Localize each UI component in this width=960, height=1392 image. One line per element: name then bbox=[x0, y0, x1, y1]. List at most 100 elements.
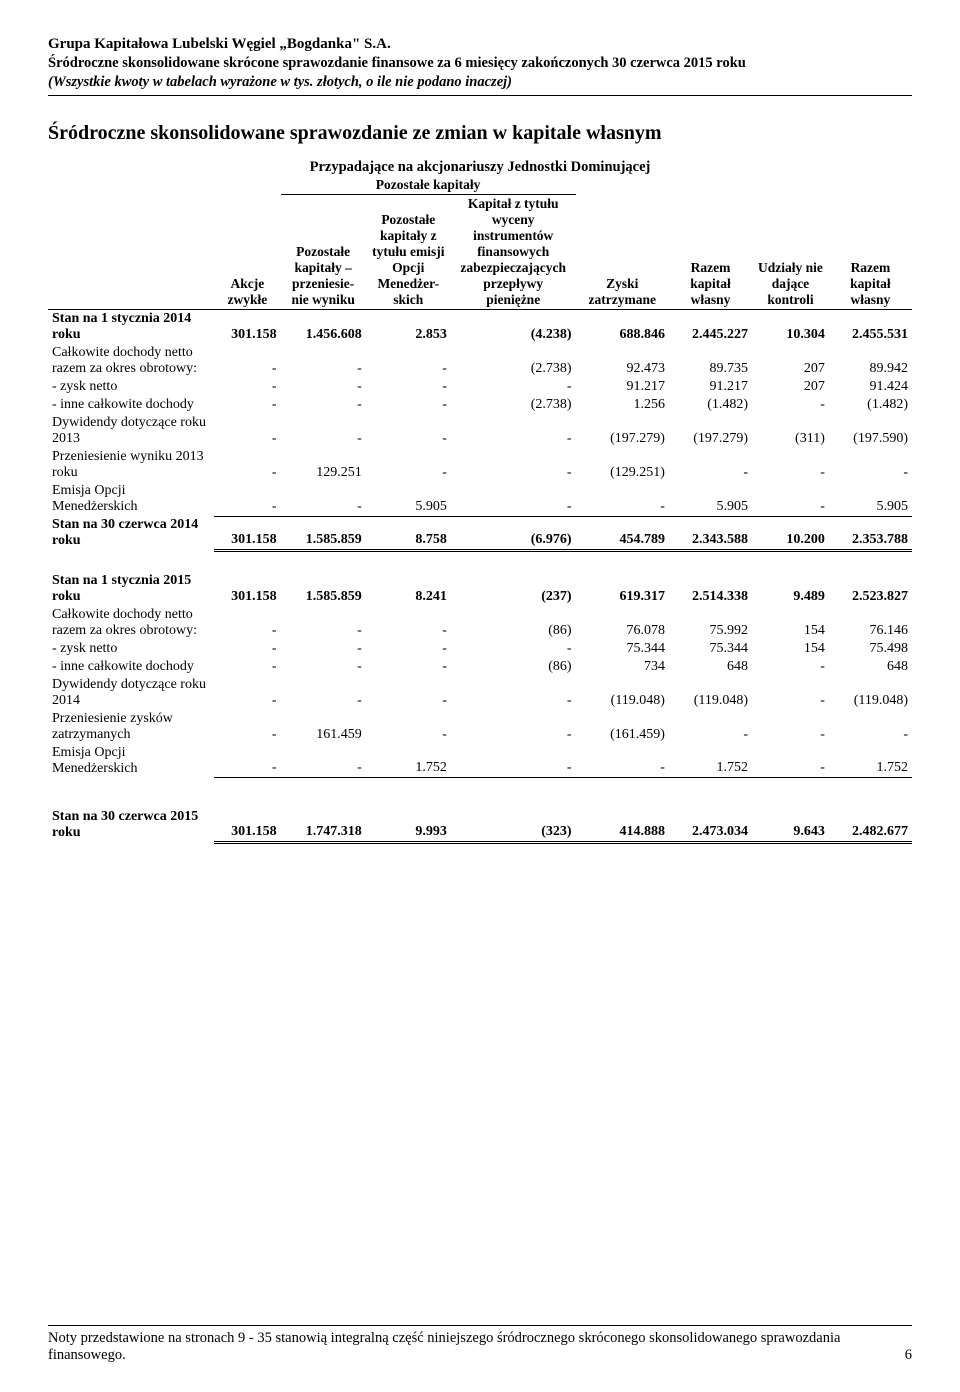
cell-value: 619.317 bbox=[576, 572, 669, 606]
cell-value: - bbox=[214, 658, 280, 676]
cell-value: - bbox=[281, 482, 366, 516]
row-label: - zysk netto bbox=[48, 378, 214, 396]
cell-value: 92.473 bbox=[576, 344, 669, 378]
cell-value: - bbox=[214, 414, 280, 448]
cell-value: 301.158 bbox=[214, 516, 280, 550]
cell-value: - bbox=[752, 658, 829, 676]
cell-value: (197.279) bbox=[576, 414, 669, 448]
cell-value: 154 bbox=[752, 640, 829, 658]
cell-value: 91.217 bbox=[576, 378, 669, 396]
doc-header-note: (Wszystkie kwoty w tabelach wyrażone w t… bbox=[48, 74, 912, 96]
cell-value: 414.888 bbox=[576, 808, 669, 842]
col-total2: Razem kapitał własny bbox=[829, 195, 912, 310]
cell-value: - bbox=[281, 640, 366, 658]
cell-value: (119.048) bbox=[669, 676, 752, 710]
cell-value: - bbox=[281, 378, 366, 396]
cell-value: - bbox=[752, 676, 829, 710]
cell-value: 129.251 bbox=[281, 448, 366, 482]
cell-value: 8.758 bbox=[366, 516, 451, 550]
cell-value: (1.482) bbox=[829, 396, 912, 414]
cell-value: - bbox=[576, 744, 669, 778]
row-label: - inne całkowite dochody bbox=[48, 396, 214, 414]
row-label: Przeniesienie zysków zatrzymanych bbox=[48, 710, 214, 744]
cell-value: 75.344 bbox=[669, 640, 752, 658]
cell-value: (119.048) bbox=[829, 676, 912, 710]
cell-value: - bbox=[281, 658, 366, 676]
row-label: Stan na 30 czerwca 2015 roku bbox=[48, 808, 214, 842]
row-label: Emisja Opcji Menedżerskich bbox=[48, 482, 214, 516]
cell-value: 1.752 bbox=[366, 744, 451, 778]
table-row: Przeniesienie wyniku 2013 roku-129.251--… bbox=[48, 448, 912, 482]
table-row: Stan na 30 czerwca 2014 roku301.1581.585… bbox=[48, 516, 912, 550]
table-row: Całkowite dochody netto razem za okres o… bbox=[48, 606, 912, 640]
cell-value: (2.738) bbox=[451, 344, 576, 378]
cell-value: - bbox=[752, 482, 829, 516]
table-row: Emisja Opcji Menedżerskich--1.752--1.752… bbox=[48, 744, 912, 778]
cell-value: - bbox=[281, 676, 366, 710]
cell-value: 5.905 bbox=[669, 482, 752, 516]
cell-value: 2.445.227 bbox=[669, 310, 752, 345]
table-row: Stan na 1 stycznia 2014 roku301.1581.456… bbox=[48, 310, 912, 345]
col-hedging: Kapitał z tytułu wyceny instrumentów fin… bbox=[451, 195, 576, 310]
cell-value: 5.905 bbox=[366, 482, 451, 516]
cell-value: - bbox=[281, 414, 366, 448]
cell-value: - bbox=[669, 448, 752, 482]
subheader-attributable: Przypadające na akcjonariuszy Jednostki … bbox=[48, 159, 912, 176]
cell-value: 648 bbox=[669, 658, 752, 676]
cell-value: - bbox=[451, 414, 576, 448]
cell-value: - bbox=[214, 606, 280, 640]
cell-value: (1.482) bbox=[669, 396, 752, 414]
cell-value: - bbox=[214, 676, 280, 710]
row-label: Dywidendy dotyczące roku 2014 bbox=[48, 676, 214, 710]
cell-value: 9.643 bbox=[752, 808, 829, 842]
cell-value: - bbox=[366, 378, 451, 396]
cell-value: - bbox=[366, 396, 451, 414]
col-total1: Razem kapitał własny bbox=[669, 195, 752, 310]
table-row: Przeniesienie zysków zatrzymanych-161.45… bbox=[48, 710, 912, 744]
col-shares: Akcje zwykłe bbox=[214, 195, 280, 310]
cell-value: 301.158 bbox=[214, 808, 280, 842]
row-label: Stan na 1 stycznia 2015 roku bbox=[48, 572, 214, 606]
cell-value: (6.976) bbox=[451, 516, 576, 550]
page-number: 6 bbox=[905, 1347, 912, 1364]
cell-value: 1.256 bbox=[576, 396, 669, 414]
cell-value: - bbox=[829, 448, 912, 482]
cell-value: 76.146 bbox=[829, 606, 912, 640]
row-label: Całkowite dochody netto razem za okres o… bbox=[48, 606, 214, 640]
table-row: Stan na 30 czerwca 2015 roku301.1581.747… bbox=[48, 808, 912, 842]
cell-value: (119.048) bbox=[576, 676, 669, 710]
cell-value: - bbox=[214, 448, 280, 482]
cell-value: (161.459) bbox=[576, 710, 669, 744]
table-row: - zysk netto----75.34475.34415475.498 bbox=[48, 640, 912, 658]
cell-value: (2.738) bbox=[451, 396, 576, 414]
col-options: Pozostałe kapitały z tytułu emisji Opcji… bbox=[366, 195, 451, 310]
row-label: Emisja Opcji Menedżerskich bbox=[48, 744, 214, 778]
cell-value: 301.158 bbox=[214, 310, 280, 345]
cell-value: 454.789 bbox=[576, 516, 669, 550]
cell-value: 1.747.318 bbox=[281, 808, 366, 842]
row-label: Całkowite dochody netto razem za okres o… bbox=[48, 344, 214, 378]
table-row: Dywidendy dotyczące roku 2014----(119.04… bbox=[48, 676, 912, 710]
cell-value: - bbox=[281, 744, 366, 778]
cell-value: - bbox=[451, 744, 576, 778]
cell-value: - bbox=[829, 710, 912, 744]
equity-changes-table: Pozostałe kapitały Akcje zwykłe Pozostał… bbox=[48, 176, 912, 844]
cell-value: - bbox=[366, 448, 451, 482]
cell-value: 301.158 bbox=[214, 572, 280, 606]
page-title: Śródroczne skonsolidowane sprawozdanie z… bbox=[48, 122, 912, 145]
cell-value: - bbox=[752, 448, 829, 482]
cell-value: - bbox=[366, 414, 451, 448]
cell-value: - bbox=[669, 710, 752, 744]
cell-value: 89.942 bbox=[829, 344, 912, 378]
cell-value: - bbox=[752, 744, 829, 778]
cell-value: - bbox=[214, 482, 280, 516]
cell-value: - bbox=[366, 606, 451, 640]
cell-value: 10.304 bbox=[752, 310, 829, 345]
cell-value: (237) bbox=[451, 572, 576, 606]
cell-value: 154 bbox=[752, 606, 829, 640]
cell-value: 1.456.608 bbox=[281, 310, 366, 345]
table-row: Stan na 1 stycznia 2015 roku301.1581.585… bbox=[48, 572, 912, 606]
cell-value: 2.343.588 bbox=[669, 516, 752, 550]
row-label: Przeniesienie wyniku 2013 roku bbox=[48, 448, 214, 482]
cell-value: 2.455.531 bbox=[829, 310, 912, 345]
